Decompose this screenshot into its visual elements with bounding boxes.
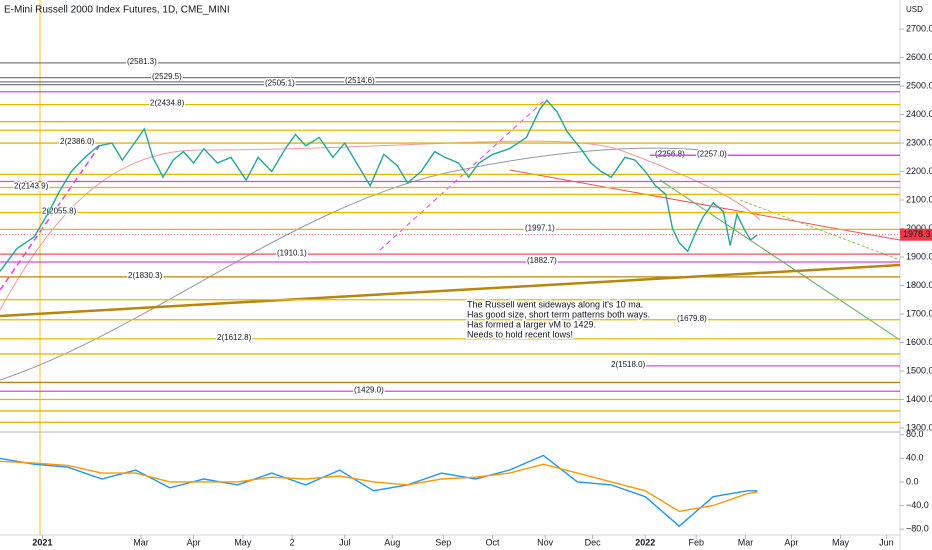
chart-title: E-Mini Russell 2000 Index Futures, 1D, C…: [4, 5, 230, 16]
level-label: (1882.7): [527, 256, 557, 265]
level-label: (1997.1): [525, 223, 555, 232]
y-tick-label: 2700.0: [906, 23, 932, 33]
y-tick-label: 2500.0: [906, 80, 932, 90]
series-line: [0, 460, 758, 513]
level-label: 2(1518.0): [611, 360, 646, 369]
moving-average: [0, 140, 761, 311]
level-label: 2(2386.0): [60, 137, 95, 146]
x-tick-label: Oct: [485, 537, 500, 547]
y-tick-label: 1300.0: [906, 422, 932, 432]
x-tick-label: Jun: [879, 537, 894, 547]
annotation: Has formed a larger vM to 1429.: [467, 319, 596, 329]
y-tick-label: 2100.0: [906, 194, 932, 204]
series-line: [0, 99, 758, 272]
x-tick-label: Aug: [384, 537, 400, 547]
last-price-label: 1978.3: [903, 229, 931, 239]
y-tick-label: 80.0: [906, 429, 924, 439]
x-tick-label: Dec: [585, 537, 602, 547]
y-tick-label: 1900.0: [906, 251, 932, 261]
x-tick-label: Apr: [187, 537, 201, 547]
x-tick-label: May: [234, 537, 252, 547]
x-tick-label: Feb: [688, 537, 704, 547]
annotation: The Russell went sideways along it's 10 …: [467, 299, 643, 309]
x-tick-label: Sep: [435, 537, 451, 547]
y-tick-label: 1600.0: [906, 337, 932, 347]
level-label: (1679.8): [677, 314, 707, 323]
level-label: (2581.3): [127, 57, 157, 66]
level-label: (2529.5): [152, 72, 182, 81]
annotation: Has good size, short term patterns both …: [467, 309, 650, 319]
level-label: 2(2434.8): [150, 99, 185, 108]
trend-line: [659, 179, 901, 341]
level-label: (2257.0): [697, 149, 727, 158]
series-line: [0, 454, 758, 528]
y-tick-label: 2200.0: [906, 166, 932, 176]
y-tick-label: 0.0: [906, 476, 919, 486]
y-tick-label: 1400.0: [906, 394, 932, 404]
y-tick-label: −40.0: [906, 500, 929, 510]
y-tick-label: 1800.0: [906, 280, 932, 290]
level-label: (1910.1): [277, 248, 307, 257]
annotation: Needs to hold recent lows!: [467, 329, 573, 339]
y-tick-label: 40.0: [906, 453, 924, 463]
x-tick-label: Jul: [339, 537, 351, 547]
y-tick-label: 2300.0: [906, 137, 932, 147]
y-tick-label: 2600.0: [906, 52, 932, 62]
x-tick-label: Mar: [738, 537, 754, 547]
level-label: (2505.1): [265, 79, 295, 88]
x-tick-label: Nov: [537, 537, 554, 547]
level-label: (2514.6): [345, 76, 375, 85]
level-label: (2256.8): [655, 149, 685, 158]
y-tick-label: 1700.0: [906, 308, 932, 318]
level-label: 2(1612.8): [217, 333, 252, 342]
x-tick-label: 2: [290, 537, 295, 547]
x-tick-label: 2021: [32, 537, 52, 547]
x-tick-label: Apr: [784, 537, 798, 547]
x-tick-label: May: [832, 537, 850, 547]
y-tick-label: 2000.0: [906, 223, 932, 233]
currency: USD: [906, 5, 923, 14]
y-tick-label: 2400.0: [906, 109, 932, 119]
trend-line: [0, 263, 901, 318]
y-tick-label: −80.0: [906, 523, 929, 533]
y-tick-label: 1500.0: [906, 365, 932, 375]
level-label: 2(1830.3): [128, 271, 163, 280]
level-label: (1429.0): [354, 385, 384, 394]
level-label: 2(2143.9): [14, 182, 49, 191]
last-price-box: [900, 228, 932, 241]
x-tick-label: Mar: [133, 537, 149, 547]
x-tick-label: 2022: [635, 537, 655, 547]
